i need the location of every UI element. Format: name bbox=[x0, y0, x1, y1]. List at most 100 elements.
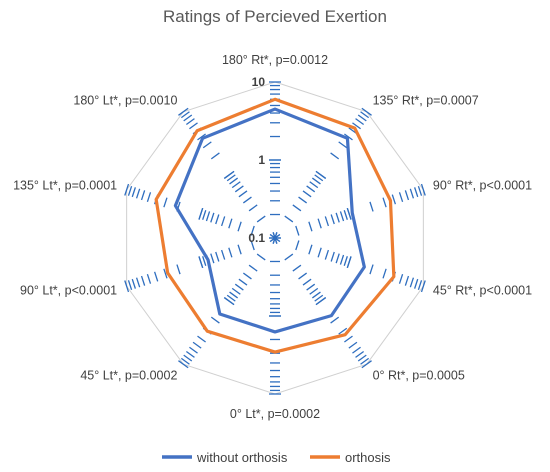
axis-tick-mark bbox=[344, 133, 353, 141]
axis-tick-mark bbox=[302, 278, 312, 286]
axis-tick-mark bbox=[234, 283, 244, 291]
axis-tick-mark bbox=[330, 316, 340, 324]
axis-tick-mark bbox=[202, 210, 207, 220]
axis-tick-mark bbox=[324, 216, 330, 227]
axis-tick-mark bbox=[140, 190, 146, 201]
axis-tick-mark bbox=[242, 196, 252, 204]
axis-tick-mark bbox=[250, 225, 255, 236]
axis-tick-mark bbox=[348, 341, 358, 349]
legend-label-without-orthosis: without orthosis bbox=[196, 450, 288, 465]
axis-tick-mark bbox=[202, 256, 207, 266]
axis-tick-mark bbox=[338, 141, 348, 149]
axis-tick-mark bbox=[146, 192, 152, 203]
axis-tick-mark bbox=[298, 196, 308, 204]
category-label: 45° Lt*, p=0.0002 bbox=[80, 369, 177, 383]
axis-tick-mark bbox=[369, 264, 374, 275]
axis-tick-mark bbox=[124, 280, 130, 293]
axis-tick-mark bbox=[226, 294, 236, 302]
axis-tick-mark bbox=[256, 253, 266, 261]
axis-tick-mark bbox=[250, 240, 255, 251]
axis-tick-mark bbox=[417, 280, 423, 291]
axis-tick-mark bbox=[360, 357, 370, 365]
axis-tick-mark bbox=[308, 244, 313, 255]
axis-tick-mark bbox=[229, 177, 239, 185]
tick-label: 10 bbox=[252, 75, 266, 89]
axis-tick-mark bbox=[292, 204, 302, 212]
axis-tick-mark bbox=[295, 225, 300, 236]
axis-tick-mark bbox=[360, 111, 370, 119]
axis-tick-mark bbox=[335, 253, 340, 264]
axis-tick-mark bbox=[183, 114, 193, 122]
axis-tick-mark bbox=[189, 122, 198, 130]
axis-tick-mark bbox=[352, 122, 361, 130]
axis-tick-mark bbox=[382, 197, 387, 208]
axis-tick-mark bbox=[309, 287, 319, 295]
axis-tick-mark bbox=[131, 278, 136, 289]
axis-spoke bbox=[178, 107, 281, 243]
axis-tick-mark bbox=[234, 185, 244, 193]
axis-tick-mark bbox=[215, 251, 220, 262]
axis-tick-mark bbox=[135, 277, 141, 288]
axis-tick-mark bbox=[163, 268, 168, 279]
axis-tick-mark bbox=[357, 114, 367, 122]
axis-tick-mark bbox=[338, 327, 348, 335]
axis-tick-mark bbox=[317, 218, 322, 229]
axis-tick-mark bbox=[237, 244, 242, 255]
axis-tick-mark bbox=[210, 316, 220, 324]
series-line-orthosis bbox=[154, 97, 396, 354]
category-label: 135° Lt*, p=0.0001 bbox=[13, 178, 117, 192]
axis-tick-mark bbox=[210, 212, 215, 223]
axis-tick-mark bbox=[146, 273, 152, 284]
axis-tick-mark bbox=[344, 335, 353, 343]
axis-tick-mark bbox=[210, 152, 220, 160]
category-labels: 180° Rt*, p=0.0012 135° Rt*, p=0.0007 90° … bbox=[13, 53, 532, 421]
axis-tick-mark bbox=[223, 297, 235, 306]
axis-tick-mark bbox=[223, 170, 235, 179]
axis-tick-mark bbox=[314, 294, 324, 302]
tick-labels: 10 1 0.1 bbox=[248, 75, 265, 245]
axis-tick-mark bbox=[311, 291, 321, 299]
axis-tick-mark bbox=[355, 350, 365, 358]
axis-tick-mark bbox=[352, 346, 361, 354]
axis-tick-mark bbox=[163, 197, 168, 208]
axis-tick-mark bbox=[178, 360, 189, 369]
axis-tick-mark bbox=[315, 297, 327, 306]
category-label: 45° Rt*, p<0.0001 bbox=[433, 284, 532, 298]
axis-tick-mark bbox=[292, 264, 302, 272]
tick-label: 0.1 bbox=[248, 231, 265, 245]
axis-tick-mark bbox=[226, 174, 236, 182]
grid bbox=[124, 81, 426, 395]
axis-tick-mark bbox=[335, 212, 340, 223]
axis-tick-mark bbox=[361, 107, 372, 116]
axis-tick-mark bbox=[343, 210, 348, 220]
axis-tick-mark bbox=[215, 214, 220, 225]
axis-tick-mark bbox=[369, 201, 374, 212]
axis-tick-mark bbox=[311, 177, 321, 185]
axis-tick-mark bbox=[127, 185, 133, 196]
axis-tick-mark bbox=[189, 346, 198, 354]
axis-tick-mark bbox=[302, 190, 312, 198]
category-label: 90° Rt*, p<0.0001 bbox=[433, 178, 532, 192]
axis-tick-mark bbox=[398, 192, 404, 203]
axis-tick-mark bbox=[228, 218, 233, 229]
axis-tick-mark bbox=[404, 190, 410, 201]
axis-tick-mark bbox=[308, 221, 313, 232]
axis-spoke bbox=[269, 81, 281, 239]
axis-tick-mark bbox=[324, 249, 330, 260]
axis-tick-mark bbox=[330, 152, 340, 160]
axis-tick-mark bbox=[178, 107, 189, 116]
axis-tick-mark bbox=[330, 214, 335, 225]
axis-spoke bbox=[272, 183, 426, 244]
axis-tick-mark bbox=[135, 188, 141, 199]
axis-tick-mark bbox=[361, 360, 372, 369]
axis-spoke bbox=[272, 232, 426, 293]
axis-tick-mark bbox=[242, 272, 252, 280]
axis-tick-mark bbox=[284, 215, 294, 223]
axis-tick-mark bbox=[414, 278, 419, 289]
axis-tick-mark bbox=[228, 247, 233, 258]
axis-tick-mark bbox=[343, 256, 348, 266]
axis-tick-mark bbox=[237, 221, 242, 232]
axis-tick-mark bbox=[183, 354, 193, 362]
axis-tick-mark bbox=[330, 251, 335, 262]
